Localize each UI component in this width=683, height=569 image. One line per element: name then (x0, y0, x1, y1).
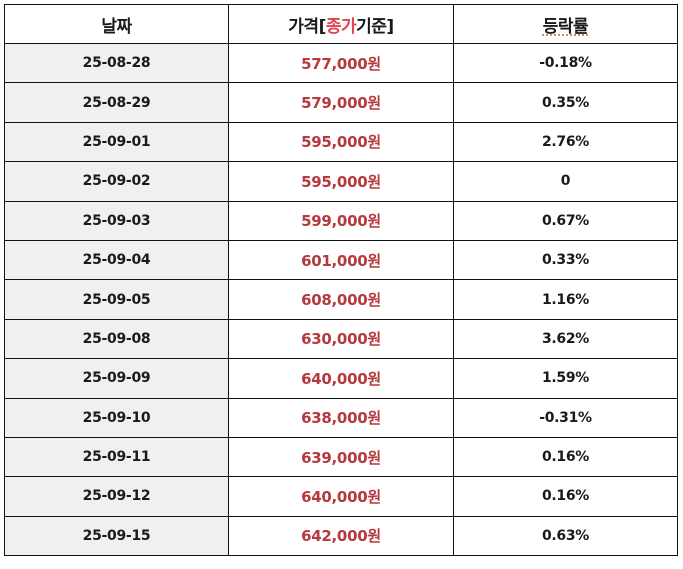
table-row: 25-09-01 595,000원 2.76% (4, 121, 678, 163)
date-cell: 25-09-15 (4, 515, 229, 557)
header-price: 가격[종가기준] (228, 4, 454, 44)
price-cell: 599,000원 (228, 200, 454, 241)
price-cell: 630,000원 (228, 318, 454, 360)
price-cell: 601,000원 (228, 239, 454, 281)
table-row: 25-09-04 601,000원 0.33% (4, 239, 678, 281)
change-cell: 0.63% (453, 515, 678, 557)
table-row: 25-09-15 642,000원 0.63% (4, 515, 678, 557)
change-cell: 0.33% (453, 239, 678, 281)
table-row: 25-08-28 577,000원 -0.18% (4, 42, 678, 84)
date-cell: 25-09-10 (4, 397, 229, 438)
change-cell: -0.18% (453, 42, 678, 84)
price-cell: 642,000원 (228, 515, 454, 557)
price-cell: 595,000원 (228, 161, 454, 202)
table-row: 25-09-11 639,000원 0.16% (4, 436, 678, 478)
change-cell: 0.16% (453, 476, 678, 517)
date-cell: 25-09-04 (4, 239, 229, 281)
table-row: 25-09-05 608,000원 1.16% (4, 279, 678, 320)
price-cell: 608,000원 (228, 279, 454, 320)
change-cell: 0 (453, 161, 678, 202)
price-cell: 639,000원 (228, 436, 454, 478)
change-cell: 0.16% (453, 436, 678, 478)
header-price-suffix: 기준] (356, 16, 394, 37)
table-body: 25-08-28 577,000원 -0.18% 25-08-29 579,000원 0… (4, 42, 678, 557)
table-row: 25-09-09 640,000원 1.59% (4, 358, 678, 399)
change-cell: 1.16% (453, 279, 678, 320)
stock-price-table: 날짜 가격[종가기준] 등락률 25-08-28 577,000원 -0.18% 2… (4, 4, 678, 557)
date-cell: 25-09-09 (4, 358, 229, 399)
date-cell: 25-09-03 (4, 200, 229, 241)
date-cell: 25-09-11 (4, 436, 229, 478)
date-cell: 25-09-02 (4, 161, 229, 202)
table-header: 날짜 가격[종가기준] 등락률 (4, 4, 678, 44)
date-cell: 25-08-28 (4, 42, 229, 84)
change-cell: 3.62% (453, 318, 678, 360)
table-row: 25-09-02 595,000원 0 (4, 161, 678, 202)
price-cell: 595,000원 (228, 121, 454, 163)
price-cell: 640,000원 (228, 358, 454, 399)
change-cell: 1.59% (453, 358, 678, 399)
price-cell: 638,000원 (228, 397, 454, 438)
price-cell: 579,000원 (228, 82, 454, 123)
date-cell: 25-09-08 (4, 318, 229, 360)
table-row: 25-09-12 640,000원 0.16% (4, 476, 678, 517)
change-cell: -0.31% (453, 397, 678, 438)
stock-price-table-container: 날짜 가격[종가기준] 등락률 25-08-28 577,000원 -0.18% 2… (4, 4, 678, 557)
change-cell: 2.76% (453, 121, 678, 163)
date-cell: 25-09-12 (4, 476, 229, 517)
change-cell: 0.67% (453, 200, 678, 241)
header-change: 등락률 (453, 4, 678, 44)
price-cell: 640,000원 (228, 476, 454, 517)
table-row: 25-09-08 630,000원 3.62% (4, 318, 678, 360)
header-price-prefix: 가격[ (288, 16, 326, 37)
change-cell: 0.35% (453, 82, 678, 123)
table-row: 25-09-10 638,000원 -0.31% (4, 397, 678, 438)
header-change-label: 등락률 (542, 16, 589, 37)
date-cell: 25-08-29 (4, 82, 229, 123)
price-cell: 577,000원 (228, 42, 454, 84)
header-price-highlight: 종가 (325, 16, 357, 37)
table-row: 25-08-29 579,000원 0.35% (4, 82, 678, 123)
date-cell: 25-09-01 (4, 121, 229, 163)
header-date: 날짜 (4, 4, 229, 44)
date-cell: 25-09-05 (4, 279, 229, 320)
table-row: 25-09-03 599,000원 0.67% (4, 200, 678, 241)
header-row: 날짜 가격[종가기준] 등락률 (4, 4, 678, 44)
